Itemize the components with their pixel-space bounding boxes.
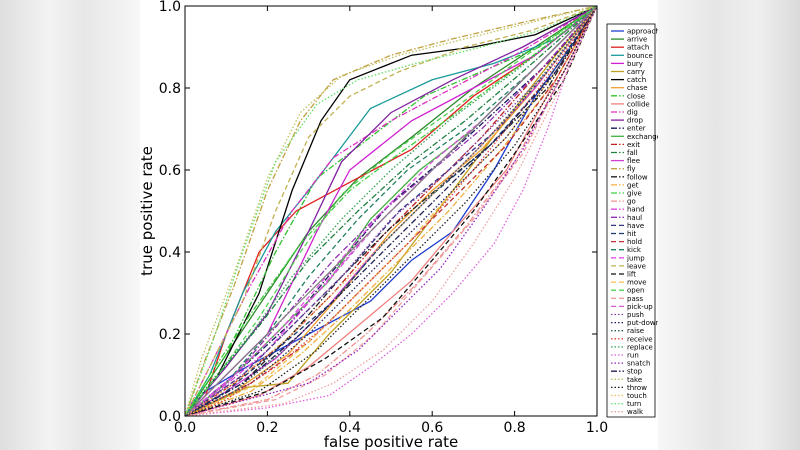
series-line-chase: [184, 5, 598, 417]
legend-label-touch: touch: [627, 392, 647, 400]
y-tick-label: 0.8: [159, 81, 181, 97]
series-line-haul: [184, 5, 598, 417]
legend-label-throw: throw: [627, 384, 647, 392]
legend-label-haul: haul: [627, 214, 642, 222]
legend-label-turn: turn: [627, 400, 641, 408]
legend-label-follow: follow: [627, 173, 648, 181]
legend-label-hit: hit: [627, 230, 636, 238]
legend-label-get: get: [627, 181, 639, 189]
y-tick-label: 1.0: [159, 0, 181, 15]
legend-label-pass: pass: [627, 295, 643, 303]
series-line-hit: [184, 5, 598, 417]
legend-label-move: move: [627, 279, 647, 287]
legend-label-snatch: snatch: [627, 360, 650, 368]
y-tick-label: 0.2: [159, 327, 181, 343]
diagonal-reference-line: [184, 5, 598, 417]
background-left: [0, 0, 140, 450]
series-line-stop: [184, 5, 598, 417]
legend-label-approach: approach: [627, 28, 658, 36]
x-tick-label: 1.0: [586, 420, 608, 436]
series-line-put-down: [184, 5, 598, 417]
series-line-carry: [184, 5, 598, 417]
series-line-raise: [184, 5, 598, 417]
legend-label-drop: drop: [627, 117, 643, 125]
legend-label-collide: collide: [627, 100, 650, 108]
y-tick-label: 0.4: [159, 245, 181, 261]
legend-label-jump: jump: [626, 254, 645, 262]
tick-layer: 0.0 0.2 0.4 0.6 0.8 1.0 0.0 0.2 0.4 0.6 0.8 1.0: [159, 0, 608, 436]
x-axis-label: false positive rate: [324, 433, 459, 450]
series-line-open: [184, 5, 598, 417]
legend-label-walk: walk: [627, 408, 644, 416]
legend-label-receive: receive: [627, 335, 653, 343]
plot-frame: [184, 5, 598, 417]
series-line-kick: [184, 5, 598, 417]
series-line-fly: [184, 5, 598, 417]
legend-label-catch: catch: [627, 76, 646, 84]
legend-label-carry: carry: [627, 68, 645, 76]
legend-label-lift: lift: [627, 271, 636, 279]
legend: approacharriveattachbounceburycarrycatch…: [606, 23, 658, 418]
x-tick-label: 0.2: [256, 420, 278, 436]
series-line-fall: [184, 5, 598, 417]
series-line-touch: [184, 5, 598, 417]
legend-label-give: give: [627, 190, 642, 198]
series-line-drop: [184, 5, 598, 417]
legend-label-put-down: put-down: [627, 319, 658, 327]
legend-label-push: push: [627, 311, 644, 319]
legend-label-bounce: bounce: [627, 52, 653, 60]
legend-label-fall: fall: [627, 149, 638, 157]
series-line-snatch: [184, 5, 598, 417]
x-tick-label: 0.4: [339, 420, 361, 436]
legend-label-go: go: [627, 198, 636, 206]
y-tick-label: 0.6: [159, 163, 181, 179]
legend-label-pick-up: pick-up: [627, 303, 653, 311]
series-line-turn: [184, 5, 598, 417]
legend-label-stop: stop: [627, 368, 643, 376]
series-line-replace: [184, 5, 598, 417]
legend-label-exchange: exchange: [627, 133, 658, 141]
legend-label-leave: leave: [627, 262, 646, 270]
roc-figure: 0.0 0.2 0.4 0.6 0.8 1.0 0.0 0.2 0.4 0.6 0.8 1.0 fal…: [140, 0, 658, 450]
legend-label-run: run: [627, 352, 639, 360]
y-axis-label: true positive rate: [140, 146, 156, 276]
series-line-leave: [184, 5, 598, 417]
legend-label-raise: raise: [627, 327, 644, 335]
series-line-give: [184, 5, 598, 417]
legend-label-hand: hand: [627, 206, 645, 214]
y-tick-label: 0.0: [159, 409, 181, 425]
series-line-dig: [184, 5, 598, 417]
legend-label-hold: hold: [627, 238, 642, 246]
legend-label-open: open: [627, 287, 644, 295]
x-tick-label: 0.0: [174, 420, 196, 436]
series-line-take: [184, 5, 598, 417]
legend-label-replace: replace: [627, 343, 653, 351]
legend-label-exit: exit: [627, 141, 640, 149]
series-line-close: [184, 5, 598, 417]
series-line-collide: [184, 5, 598, 417]
legend-label-kick: kick: [627, 246, 642, 254]
legend-label-have: have: [627, 222, 644, 230]
legend-label-flee: flee: [627, 157, 640, 165]
series-line-pass: [184, 5, 598, 417]
series-line-throw: [184, 5, 598, 417]
legend-frame: [606, 23, 656, 418]
background-right: [658, 0, 800, 450]
x-tick-label: 0.8: [503, 420, 525, 436]
series-line-receive: [184, 5, 598, 417]
legend-label-close: close: [627, 92, 645, 100]
legend-label-chase: chase: [627, 84, 648, 92]
legend-label-fly: fly: [627, 165, 636, 173]
legend-label-take: take: [627, 376, 642, 384]
legend-label-attach: attach: [627, 44, 649, 52]
x-tick-label: 0.6: [421, 420, 443, 436]
legend-label-enter: enter: [627, 125, 646, 133]
legend-label-dig: dig: [627, 109, 638, 117]
legend-label-arrive: arrive: [627, 36, 647, 44]
legend-label-bury: bury: [627, 60, 643, 68]
series-layer: [184, 5, 598, 417]
roc-chart: 0.0 0.2 0.4 0.6 0.8 1.0 0.0 0.2 0.4 0.6 0.8 1.0 fal…: [140, 0, 658, 450]
